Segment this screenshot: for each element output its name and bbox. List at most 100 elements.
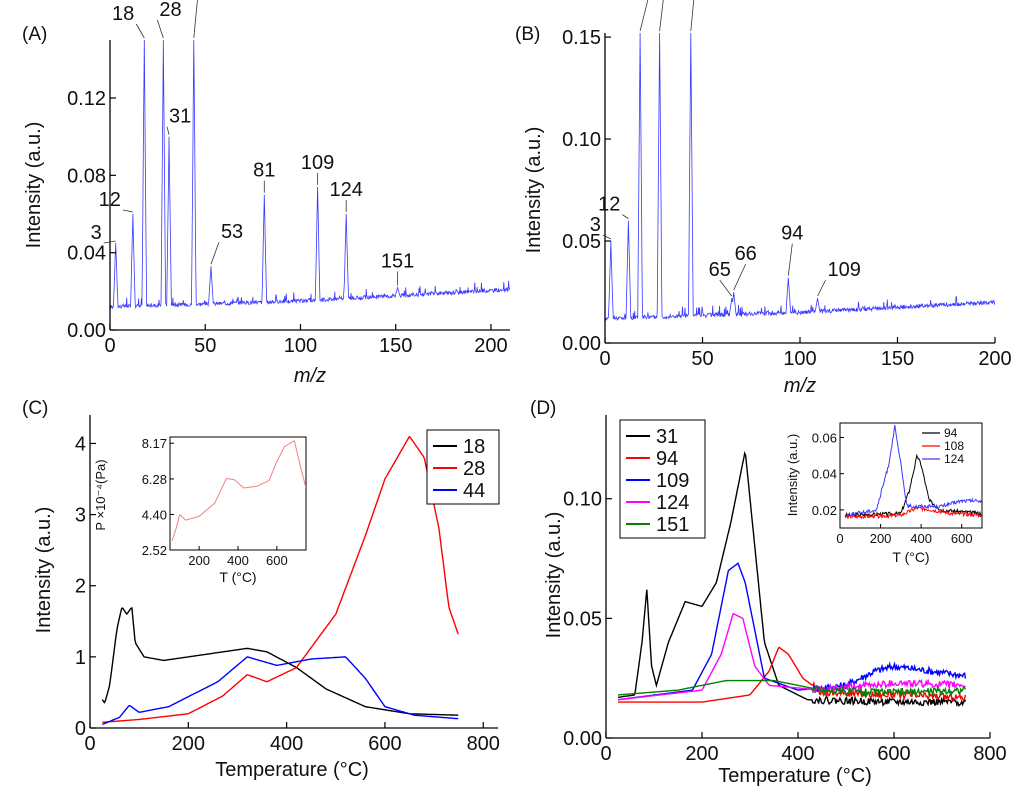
x-axis-label: Temperature (°C)	[718, 765, 872, 787]
annotation-leader	[622, 214, 629, 219]
annotation-leader	[122, 209, 133, 213]
peak-annotation: 3	[91, 222, 102, 244]
legend-label: 109	[656, 470, 689, 492]
chart-panel-b: (B) 0 50 100 150 200 0.00 0.05 0.10 0.15 m/z Intens…	[515, 0, 1012, 397]
y-axis-label: Intensity (a.u.)	[23, 122, 45, 249]
legend-label: 31	[656, 426, 678, 448]
legend-label: 124	[656, 492, 689, 514]
inset-legend-label: 94	[944, 426, 958, 440]
inset-series-108	[844, 506, 982, 520]
x-tick-label: 400	[270, 733, 303, 755]
y-tick-label: 0.00	[67, 320, 106, 342]
inset-y-tick-label: 8.17	[142, 436, 167, 451]
inset-frame	[169, 436, 307, 551]
x-tick-label: 200	[685, 743, 718, 765]
peak-annotation: 124	[330, 179, 363, 201]
x-tick-label: 0	[599, 348, 610, 370]
x-tick-label: 0	[84, 733, 95, 755]
peak-annotation: 65	[709, 259, 731, 281]
x-tick-label: 100	[783, 348, 816, 370]
inset-legend-label: 108	[944, 439, 964, 453]
y-tick-label: 0.10	[562, 129, 601, 151]
x-tick-label: 400	[781, 743, 814, 765]
chart-panel-c: (C) 0 200 400 600 800 0 1 2 3 4 Temperature (°C) Int…	[22, 398, 500, 781]
inset-x-tick-label: 200	[188, 553, 210, 568]
y-tick-label: 0.15	[562, 27, 601, 49]
series-line-spectrum	[605, 33, 995, 322]
plot-area	[101, 435, 459, 726]
x-tick-label: 150	[881, 348, 914, 370]
peak-annotation: 109	[301, 152, 334, 174]
peak-annotation: 18	[112, 3, 134, 25]
panel-label: (C)	[22, 398, 48, 419]
annotation-leader	[733, 263, 747, 291]
annotation-leader	[135, 23, 145, 39]
x-tick-label: 800	[973, 743, 1006, 765]
annotation-leader	[719, 279, 733, 297]
y-axis-label: Intensity (a.u.)	[523, 127, 545, 254]
x-tick-label: 600	[877, 743, 910, 765]
inset-x-tick-label: 400	[910, 531, 932, 546]
annotation-leader	[166, 126, 170, 135]
y-tick-label: 0.00	[563, 728, 602, 750]
annotation-leader	[690, 0, 695, 32]
series-line-151	[618, 679, 967, 698]
peak-annotation: 12	[598, 194, 620, 216]
x-tick-label: 50	[194, 335, 216, 357]
peak-annotation: 3	[590, 214, 601, 236]
inset-series-124	[844, 424, 982, 518]
peak-annotation: 109	[828, 259, 861, 281]
annotation-leader	[817, 279, 826, 297]
x-axis-label: m/z	[784, 375, 816, 397]
annotation-leader	[659, 0, 664, 32]
y-tick-label: 4	[75, 433, 86, 455]
inset-y-tick-label: 6.28	[142, 472, 167, 487]
legend-box	[426, 429, 500, 505]
legend-label: 151	[656, 514, 689, 536]
peak-annotation: 53	[221, 221, 243, 243]
y-tick-label: 0.05	[563, 608, 602, 630]
inset-legend-label: 124	[944, 452, 964, 466]
plot-area	[110, 40, 510, 310]
x-tick-label: 50	[691, 348, 713, 370]
chart-panel-d: (D) 0 200 400 600 800 0.00 0.05 0.10 Temperature …	[530, 398, 1007, 787]
y-tick-label: 0.00	[562, 333, 601, 355]
legend-label: 28	[463, 458, 485, 480]
series-line-31	[617, 450, 967, 707]
plot-area	[617, 450, 967, 707]
series-line-124	[617, 612, 966, 701]
annotation-leader	[103, 240, 116, 244]
peak-annotation: 151	[381, 250, 414, 272]
series-line-94	[618, 646, 967, 703]
x-tick-label: 100	[284, 335, 317, 357]
y-tick-label: 1	[75, 647, 86, 669]
x-tick-label: 150	[379, 335, 412, 357]
annotation-leader	[210, 242, 220, 265]
inset-plot-area	[844, 424, 982, 520]
y-tick-label: 0	[75, 718, 86, 740]
inset-x-axis-label: T (°C)	[892, 549, 929, 565]
peak-annotation: 66	[735, 243, 757, 265]
annotation-leader	[787, 243, 793, 276]
inset-y-axis-label: Intensity (a.u.)	[785, 434, 800, 516]
y-tick-label: 0.04	[67, 243, 106, 265]
inset-chart: 200 400 600 2.52 4.40 6.28 8.17 T (°C) P ×10⁻⁴(P…	[93, 436, 307, 585]
inset-y-tick-label: 0.02	[812, 503, 837, 518]
y-tick-label: 3	[75, 505, 86, 527]
y-tick-label: 0.10	[563, 489, 602, 511]
x-tick-label: 200	[474, 335, 507, 357]
peak-annotation: 81	[253, 160, 275, 182]
x-tick-label: 800	[467, 733, 500, 755]
series-line-18	[101, 607, 459, 716]
annotation-leader	[639, 0, 649, 32]
x-tick-label: 600	[368, 733, 401, 755]
series-line-44	[102, 656, 459, 726]
inset-y-tick-label: 4.40	[142, 507, 167, 522]
peak-annotation: 31	[169, 106, 191, 128]
series-line-spectrum	[110, 40, 510, 310]
x-axis-label: m/z	[294, 365, 326, 387]
y-tick-label: 0.05	[562, 231, 601, 253]
inset-y-tick-label: 0.04	[812, 467, 837, 482]
inset-x-axis-label: T (°C)	[219, 569, 256, 585]
